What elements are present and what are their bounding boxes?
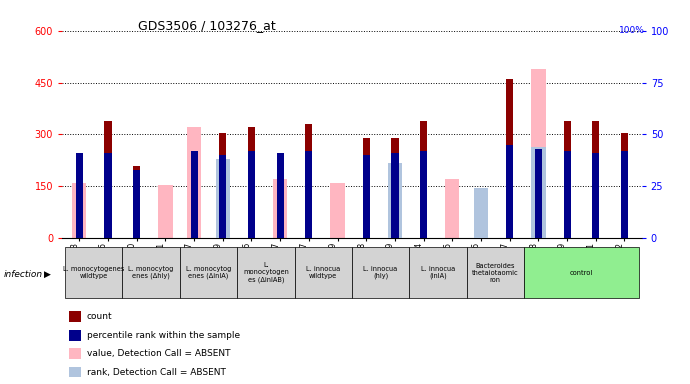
Bar [187, 127, 201, 238]
Bar [331, 183, 345, 238]
Text: L. innocua
(inlA): L. innocua (inlA) [421, 266, 455, 280]
FancyBboxPatch shape [524, 247, 639, 298]
Bar [531, 147, 546, 238]
Bar [219, 132, 226, 238]
Bar [76, 153, 83, 238]
Text: L. monocytog
enes (ΔinlA): L. monocytog enes (ΔinlA) [186, 266, 231, 280]
Bar [133, 170, 140, 238]
Text: L.
monocytogen
es (ΔinlAB): L. monocytogen es (ΔinlAB) [243, 262, 288, 283]
Bar [104, 121, 112, 238]
Bar [363, 138, 370, 238]
Bar [158, 184, 172, 238]
Text: rank, Detection Call = ABSENT: rank, Detection Call = ABSENT [87, 367, 226, 377]
Bar [104, 153, 112, 238]
FancyBboxPatch shape [352, 247, 409, 298]
Bar [420, 121, 427, 238]
Text: count: count [87, 312, 112, 321]
FancyBboxPatch shape [237, 247, 295, 298]
Bar [564, 121, 571, 238]
Text: L. monocytogenes
wildtype: L. monocytogenes wildtype [63, 266, 124, 279]
Text: GDS3506 / 103276_at: GDS3506 / 103276_at [138, 19, 276, 32]
Bar [305, 151, 313, 238]
Text: ▶: ▶ [43, 270, 50, 279]
Bar [305, 124, 313, 238]
FancyBboxPatch shape [122, 247, 179, 298]
Bar [474, 188, 489, 238]
Text: L. monocytog
enes (Δhly): L. monocytog enes (Δhly) [128, 266, 174, 280]
Bar [592, 153, 600, 238]
Bar [277, 153, 284, 238]
Bar [215, 159, 230, 238]
Text: control: control [570, 270, 593, 276]
Bar [248, 151, 255, 238]
Bar [592, 121, 600, 238]
FancyBboxPatch shape [295, 247, 352, 298]
Bar [621, 132, 628, 238]
Text: 100%: 100% [620, 26, 645, 35]
Bar [363, 155, 370, 238]
Text: infection: infection [3, 270, 43, 279]
Bar [388, 164, 402, 238]
FancyBboxPatch shape [409, 247, 466, 298]
Text: L. innocua
wildtype: L. innocua wildtype [306, 266, 340, 279]
Bar [564, 151, 571, 238]
Bar [420, 151, 427, 238]
Bar [535, 149, 542, 238]
Bar [133, 166, 140, 238]
Bar [219, 155, 226, 238]
Text: L. innocua
(hly): L. innocua (hly) [364, 266, 397, 280]
Bar [72, 183, 86, 238]
Bar [531, 69, 546, 238]
Text: percentile rank within the sample: percentile rank within the sample [87, 331, 240, 340]
Bar [248, 127, 255, 238]
Text: value, Detection Call = ABSENT: value, Detection Call = ABSENT [87, 349, 230, 358]
Bar [190, 151, 197, 238]
Bar [621, 151, 628, 238]
Bar [445, 179, 460, 238]
FancyBboxPatch shape [466, 247, 524, 298]
Bar [391, 153, 399, 238]
Bar [506, 79, 513, 238]
Bar [273, 179, 287, 238]
Bar [391, 138, 399, 238]
FancyBboxPatch shape [65, 247, 122, 298]
Text: Bacteroides
thetaiotaomic
ron: Bacteroides thetaiotaomic ron [472, 263, 519, 283]
Bar [506, 145, 513, 238]
FancyBboxPatch shape [179, 247, 237, 298]
